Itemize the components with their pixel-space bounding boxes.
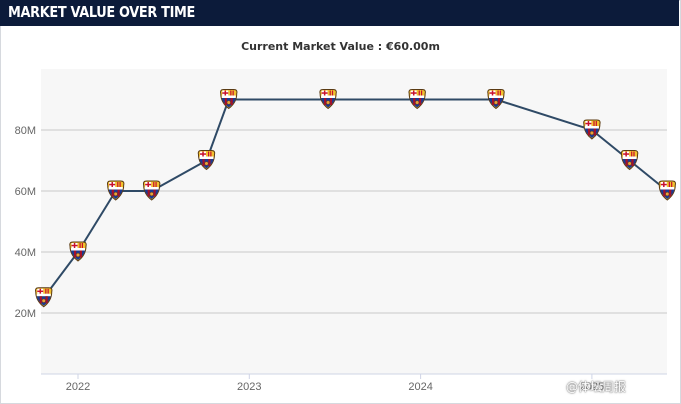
data-point [197, 150, 216, 171]
chart-subtitle: Current Market Value : €60.00m [241, 40, 440, 53]
club-crest-icon [220, 89, 238, 110]
x-tick-label: 2024 [408, 381, 432, 393]
section-header: MARKET VALUE OVER TIME [0, 0, 679, 26]
data-point [319, 89, 337, 110]
data-point [658, 180, 676, 201]
data-point [220, 89, 238, 110]
series-line-layer [42, 98, 668, 299]
data-point [35, 287, 53, 308]
club-crest-icon [408, 89, 426, 110]
watermark: @体坛周报 [566, 380, 627, 394]
x-tick-label: 2023 [237, 381, 261, 393]
data-point [583, 119, 601, 140]
axes: 20M 40M 60M 80M 2022 2023 2024 2025 [15, 125, 667, 393]
club-crest-icon [69, 241, 87, 262]
club-crest-icon [319, 89, 337, 110]
data-point [487, 89, 505, 110]
x-tick-label: 2025 [580, 381, 604, 393]
club-crest-icon [197, 150, 216, 171]
data-points [35, 89, 676, 308]
y-tick-label: 60M [15, 186, 36, 198]
y-tick-label: 80M [15, 125, 36, 137]
data-point [142, 180, 161, 201]
data-point [106, 180, 125, 201]
y-tick-label: 40M [15, 247, 36, 259]
y-tick-label: 20M [15, 308, 36, 320]
club-crest-icon [487, 89, 505, 110]
club-crest-icon [658, 180, 676, 201]
section-title: MARKET VALUE OVER TIME [8, 3, 196, 21]
club-crest-icon [106, 180, 125, 201]
club-crest-icon [620, 150, 639, 171]
club-crest-icon [583, 119, 601, 140]
data-point [620, 150, 639, 171]
series-line [42, 98, 668, 299]
club-crest-icon [35, 287, 53, 308]
plot-area [41, 69, 667, 374]
club-crest-icon [142, 180, 161, 201]
data-point [408, 89, 426, 110]
data-point [69, 241, 87, 262]
x-tick-label: 2022 [66, 381, 90, 393]
